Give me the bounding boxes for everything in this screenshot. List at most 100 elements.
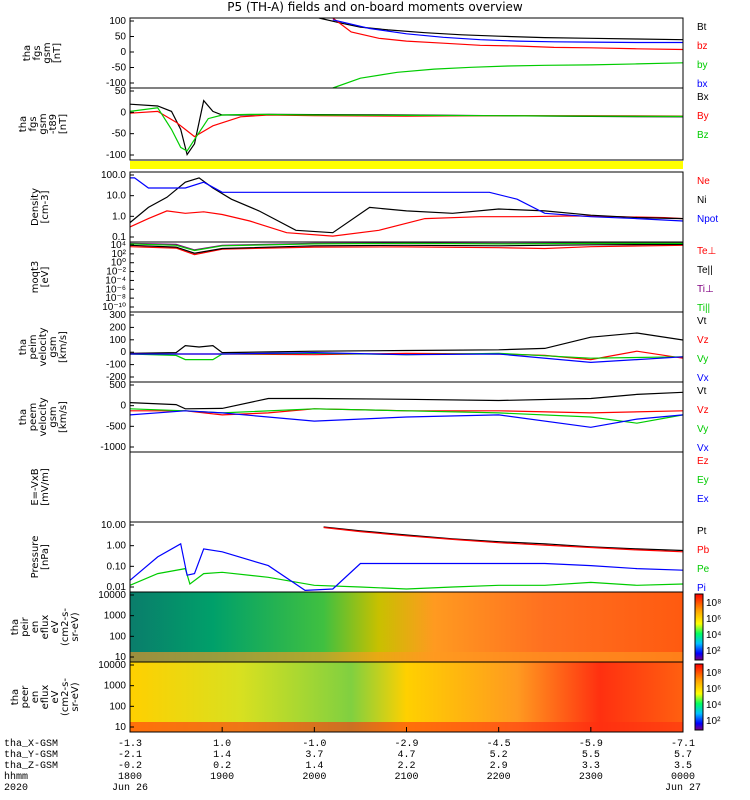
y-axis-label: eV <box>50 620 61 633</box>
x-axis-row-label: tha_Y-GSM <box>4 749 58 761</box>
y-axis-label: eV <box>50 690 61 703</box>
y-tick-label: 10⁻⁸ <box>105 293 126 304</box>
colorbar-tick-label: 10⁶ <box>706 614 721 625</box>
y-tick-label: 100 <box>109 16 126 27</box>
x-axis-value: 3.3 <box>582 761 600 772</box>
y-tick-label: -200 <box>106 372 126 383</box>
y-axis-label: en <box>30 691 41 704</box>
panel-8 <box>129 521 684 593</box>
y-tick-label: 10000 <box>98 660 126 671</box>
colorbar-tick-label: 10⁴ <box>706 630 721 641</box>
y-axis-label: fgs <box>28 116 39 131</box>
y-axis-label: gsm <box>42 42 53 63</box>
x-axis-value: -7.1 <box>671 739 695 750</box>
x-axis-value: 1900 <box>210 772 234 783</box>
legend-entry: Te⊥ <box>697 246 716 257</box>
x-axis-row-label: tha_X-GSM <box>4 738 58 750</box>
panel-3 <box>129 171 684 243</box>
y-axis-label: Density <box>30 188 41 226</box>
y-tick-label: 100 <box>109 631 126 642</box>
panel-frame <box>129 241 684 313</box>
y-axis-label: tha <box>22 45 33 61</box>
legend-entry: Pe <box>697 564 710 575</box>
colorbar-tick-label: 10² <box>706 716 721 727</box>
y-axis-label: gsm <box>38 113 49 134</box>
legend-entry: Bz <box>697 130 709 141</box>
x-axis-value: 1.4 <box>305 761 323 772</box>
y-tick-label: 0 <box>120 107 126 118</box>
y-tick-label: 0.10 <box>107 561 127 572</box>
y-tick-label: 100.0 <box>101 170 126 181</box>
x-axis-value: -5.9 <box>579 739 603 750</box>
y-tick-label: 10⁻¹⁰ <box>102 302 126 313</box>
y-tick-label: 10000 <box>98 590 126 601</box>
x-axis-row-label: 2020 <box>4 783 28 794</box>
y-tick-label: 500 <box>109 380 126 391</box>
y-axis-label: [eV] <box>40 267 51 288</box>
series-line-ni <box>129 177 684 234</box>
legend-entry: Ti|| <box>697 303 710 314</box>
x-axis-value: -1.3 <box>118 739 142 750</box>
x-axis-value: 5.5 <box>582 750 600 761</box>
y-axis-label: tha <box>10 619 21 635</box>
plot-title: P5 (TH-A) fields and on-board moments ov… <box>227 0 523 14</box>
y-tick-label: -500 <box>106 421 126 432</box>
y-axis-label: peer <box>20 685 31 709</box>
x-axis-value: -0.2 <box>118 761 142 772</box>
x-axis-value: 0.2 <box>213 761 231 772</box>
x-axis-value: 2.2 <box>397 761 415 772</box>
x-axis-value: -1.0 <box>302 739 326 750</box>
y-tick-label: 1000 <box>104 611 127 622</box>
y-tick-label: -100 <box>106 150 126 161</box>
y-axis-label: [km/s] <box>58 401 69 433</box>
legend-entry: Vx <box>697 443 709 454</box>
series-line-te <box>129 244 684 256</box>
x-axis-value: 3.7 <box>305 750 323 761</box>
legend-entry: Vy <box>697 424 708 435</box>
y-axis-label: tha <box>10 689 21 705</box>
y-tick-label: 0 <box>120 401 126 412</box>
panel-4 <box>129 241 684 313</box>
legend-entry: Vy <box>697 354 708 365</box>
panel-5 <box>129 311 684 383</box>
y-tick-label: 10² <box>112 249 127 260</box>
y-tick-label: 1000 <box>104 681 127 692</box>
y-axis-label: peim <box>28 334 39 359</box>
legend-entry: Vz <box>697 405 709 416</box>
panel-frame <box>129 17 684 89</box>
panel-9 <box>129 591 704 663</box>
series-line-bz <box>332 17 684 51</box>
y-axis-label: [nT] <box>58 114 69 134</box>
y-axis-label: sr-eV) <box>70 612 81 641</box>
y-axis-label: [nT] <box>52 43 63 63</box>
y-axis-label: E=-VxB <box>30 468 41 505</box>
y-tick-label: 0.1 <box>112 232 126 243</box>
series-line-pe <box>129 567 684 590</box>
spectrogram <box>130 662 683 732</box>
series-line-npot <box>130 177 684 222</box>
y-tick-label: 10⁻⁴ <box>105 275 126 286</box>
y-axis-label: gsm <box>48 406 59 427</box>
y-tick-label: 10⁰ <box>111 258 126 269</box>
x-axis-row-label: hhmm <box>4 771 28 783</box>
legend-entry: bx <box>697 79 708 90</box>
legend-entry: Ne <box>697 176 710 187</box>
y-axis-label: moqt3 <box>30 261 41 294</box>
x-axis-value: Jun 26 <box>112 783 148 794</box>
y-tick-label: 10.0 <box>107 191 127 202</box>
y-tick-label: 0 <box>120 47 126 58</box>
series-line-bx <box>129 99 684 157</box>
legend-entry: Pt <box>697 526 707 537</box>
x-axis-value: 2.9 <box>490 761 508 772</box>
series-line-pi <box>129 542 684 592</box>
x-axis-value: 1800 <box>118 772 142 783</box>
legend-entry: By <box>697 111 709 122</box>
legend-entry: by <box>697 60 708 71</box>
legend-entry: Ex <box>697 494 709 505</box>
colorbar-tick-label: 10⁸ <box>706 668 721 679</box>
y-axis-label: tha <box>18 339 29 355</box>
panel-frame <box>129 521 684 593</box>
x-axis-value: 2300 <box>579 772 603 783</box>
y-axis-label: eflux <box>40 685 51 710</box>
x-axis-value: -4.5 <box>487 739 511 750</box>
